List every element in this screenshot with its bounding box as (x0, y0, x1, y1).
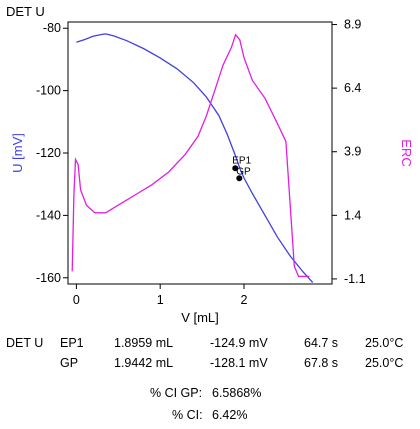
y-right-tick-label: 1.4 (344, 208, 361, 222)
row-potential: -124.9 mV (210, 336, 268, 350)
row-volume: 1.9442 mL (114, 356, 174, 370)
chart-title: DET U (6, 4, 45, 19)
row-time: 67.8 s (304, 356, 339, 370)
ci-value: 6.42% (212, 408, 248, 422)
y-right-tick-label: 3.9 (344, 145, 361, 159)
row-temperature: 25.0°C (365, 336, 404, 350)
endpoint-marker (232, 165, 239, 172)
y-left-tick-label: -160 (36, 271, 61, 285)
row-name: EP1 (60, 336, 84, 350)
method-label: DET U (6, 336, 44, 350)
endpoint-marker (236, 175, 243, 182)
y-right-tick-label: 6.4 (344, 81, 361, 95)
ci-label: % CI: (172, 408, 203, 422)
y-axis-label-right: ERC (399, 139, 414, 166)
erc-curve (71, 33, 310, 278)
ci-gp-label: % CI GP: (150, 386, 203, 400)
titration-chart: DET U -80 -100 -120 -140 -160 8.9 6.4 3.9 1.4 -1… (6, 4, 414, 325)
x-axis-label: V [mL] (181, 310, 219, 325)
row-time: 64.7 s (304, 336, 339, 350)
row-name: GP (60, 356, 79, 370)
endpoint-marker-label: EP1 (232, 155, 251, 166)
ci-gp-value: 6.5868% (212, 386, 262, 400)
x-tick-label: 1 (157, 293, 164, 307)
row-potential: -128.1 mV (210, 356, 268, 370)
x-tick-label: 0 (73, 293, 80, 307)
y-left-tick-label: -80 (43, 21, 61, 35)
u-potential-curve (76, 33, 314, 283)
left-axis: -80 -100 -120 -140 -160 (36, 21, 68, 285)
y-right-tick-label: 8.9 (344, 18, 361, 32)
y-left-tick-label: -120 (36, 146, 61, 160)
y-axis-label-left: U [mV] (10, 133, 25, 173)
y-left-tick-label: -140 (36, 208, 61, 222)
y-right-tick-label: -1.1 (344, 272, 366, 286)
x-tick-label: 2 (241, 293, 248, 307)
table-row: DET U EP1 1.8959 mL -124.9 mV 64.7 s 25.… (0, 336, 420, 354)
x-axis: 0 1 2 (73, 284, 248, 307)
row-temperature: 25.0°C (365, 356, 404, 370)
endpoint-marker-label: GP (236, 166, 251, 177)
right-axis: 8.9 6.4 3.9 1.4 -1.1 (332, 18, 366, 286)
row-volume: 1.8959 mL (114, 336, 174, 350)
y-left-tick-label: -100 (36, 84, 61, 98)
table-row: GP 1.9442 mL -128.1 mV 67.8 s 25.0°C (0, 356, 420, 374)
